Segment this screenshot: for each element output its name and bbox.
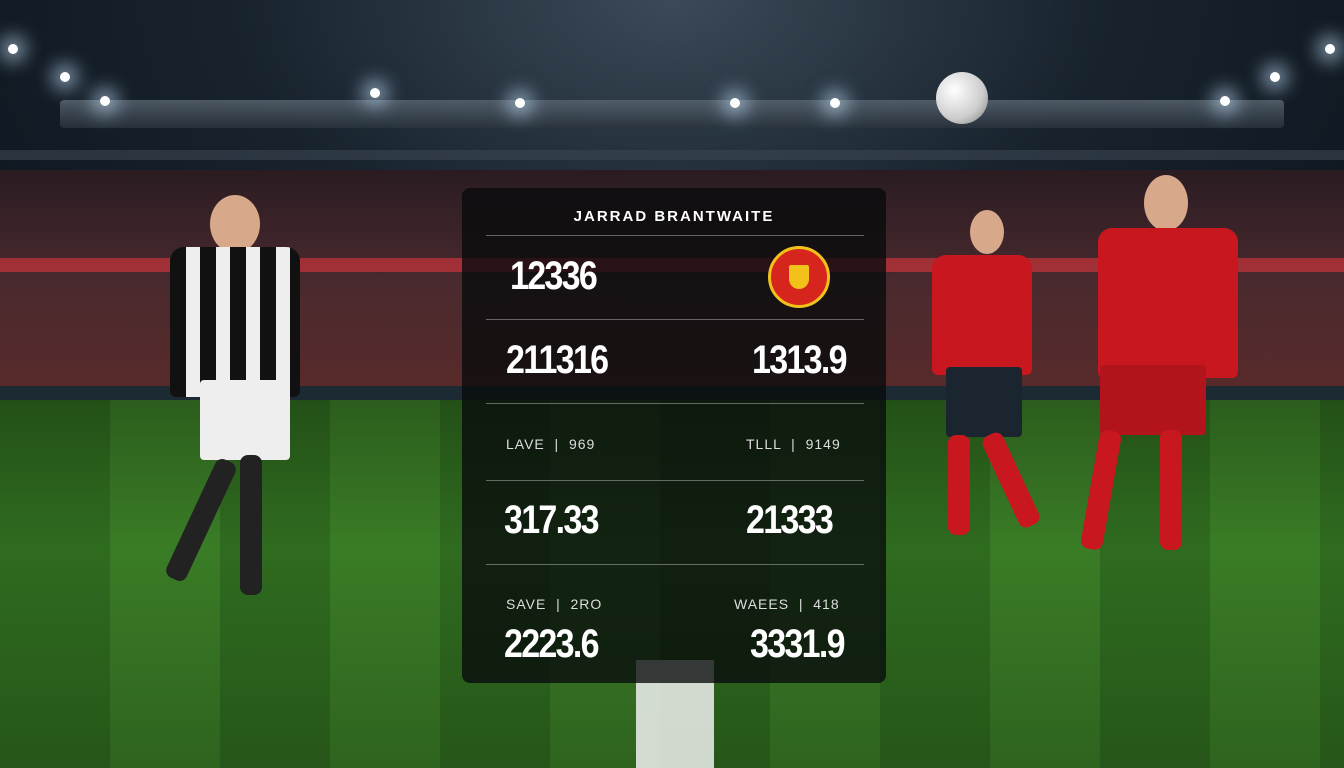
stat-label: SAVE | 2RO: [506, 596, 603, 612]
floodlight: [1220, 96, 1230, 106]
stat-value: 21333: [746, 498, 834, 542]
player-striped-kit: [130, 185, 350, 605]
manchester-united-crest-icon: [768, 246, 830, 308]
stat-label: TLLL | 9149: [746, 436, 841, 452]
floodlight: [60, 72, 70, 82]
player-red-kit: [920, 205, 1060, 545]
stat-value: 3331.9: [750, 622, 845, 666]
floodlight: [515, 98, 525, 108]
stat-value: 12336: [510, 254, 598, 298]
stat-label: LAVE | 969: [506, 436, 596, 452]
floodlight: [370, 88, 380, 98]
divider: [486, 480, 864, 481]
floodlight: [1270, 72, 1280, 82]
stat-value: 1313.9: [752, 338, 847, 382]
divider: [486, 564, 864, 565]
divider: [486, 403, 864, 404]
stat-value: 2223.6: [504, 622, 599, 666]
player-stats-panel: JARRAD BRANTWAITE 12336 211316 1313.9 LA…: [462, 188, 886, 683]
player-red-kit: [1070, 170, 1260, 570]
football: [936, 72, 988, 124]
stat-label: WAEES | 418: [734, 596, 840, 612]
stat-value: 317.33: [504, 498, 599, 542]
stat-value: 211316: [506, 338, 609, 382]
player-name: JARRAD BRANTWAITE: [573, 208, 775, 225]
floodlight: [830, 98, 840, 108]
floodlight: [100, 96, 110, 106]
divider: [486, 319, 864, 320]
stadium-truss: [0, 150, 1344, 160]
floodlight: [8, 44, 18, 54]
divider: [486, 235, 864, 236]
floodlight: [1325, 44, 1335, 54]
stadium-roof: [60, 100, 1284, 128]
floodlight: [730, 98, 740, 108]
